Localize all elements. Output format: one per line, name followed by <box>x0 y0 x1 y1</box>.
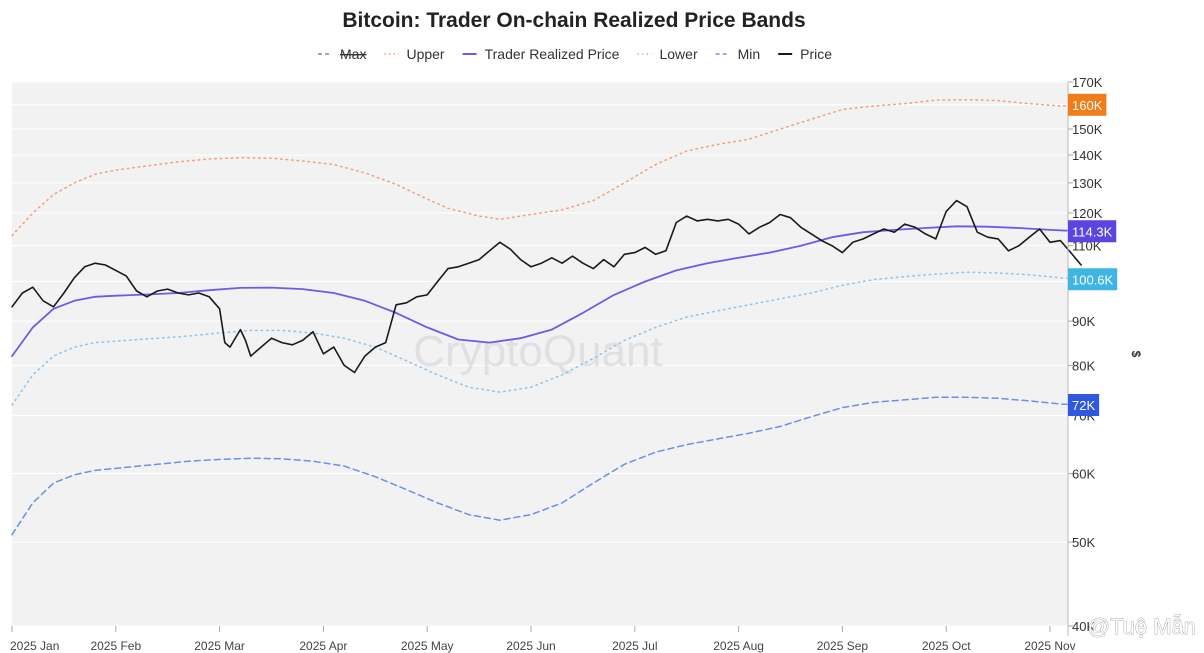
x-tick-label: 2025 Jul <box>612 639 657 653</box>
y-tick-label: 80K <box>1072 358 1095 373</box>
watermark: CryptoQuant <box>413 327 662 376</box>
x-tick-label: 2025 Nov <box>1024 639 1075 653</box>
legend-label: Upper <box>406 46 444 62</box>
legend-item-min[interactable]: Min <box>715 46 761 62</box>
x-tick-label: 2025 Mar <box>194 639 245 653</box>
chart-title: Bitcoin: Trader On-chain Realized Price … <box>342 9 805 32</box>
end-value-badges: 160K 114.3K 100.6K 72K <box>1068 93 1118 417</box>
series-min <box>11 396 1082 536</box>
y-tick-label: 60K <box>1072 467 1095 482</box>
end-label-text: 100.6K <box>1072 272 1114 287</box>
author-credit: @Tuệ Mẫn <box>1088 614 1196 639</box>
series-lower <box>11 271 1082 406</box>
y-tick-label: 170K <box>1072 75 1103 90</box>
y-axis: 40K50K60K70K80K90K100K110K120K130K140K15… <box>1068 75 1103 634</box>
end-label-text: 114.3K <box>1072 224 1113 239</box>
x-tick-label: 2025 Jun <box>506 639 555 653</box>
y-tick-label: 150K <box>1072 122 1103 137</box>
legend-item-upper[interactable]: Upper <box>384 46 445 62</box>
end-label-badge: 100.6K <box>1068 268 1118 291</box>
y-tick-label: 110K <box>1072 239 1102 254</box>
legend-item-price[interactable]: Price <box>778 46 832 62</box>
end-label-badge: 160K <box>1068 93 1107 116</box>
series-layer <box>11 98 1082 536</box>
x-tick-label: 2025 Sep <box>817 639 869 653</box>
gridlines <box>12 81 1068 627</box>
x-tick-label: 2025 Aug <box>713 639 764 653</box>
end-label-badge: 72K <box>1068 394 1100 417</box>
x-tick-label: 2025 May <box>401 639 454 653</box>
end-label-badge: 114.3K <box>1068 220 1117 243</box>
y-tick-label: 40K <box>1072 619 1095 634</box>
series-upper <box>11 98 1082 237</box>
y-tick-label: 50K <box>1072 535 1095 550</box>
legend-item-max[interactable]: Max <box>318 46 366 62</box>
y-tick-label: 140K <box>1072 148 1103 163</box>
legend-label: Min <box>738 46 761 62</box>
legend: Max Upper Trader Realized Price Lower Min Pri… <box>318 46 832 62</box>
x-tick-label: 2025 Oct <box>922 639 971 653</box>
series-price <box>11 199 1082 374</box>
y-tick-label: 120K <box>1072 206 1103 221</box>
end-label-bg <box>1068 394 1100 417</box>
y-axis-label: $ <box>1129 351 1143 358</box>
series-trader-realized-price <box>11 225 1082 357</box>
legend-label: Max <box>340 46 366 62</box>
legend-item-lower[interactable]: Lower <box>637 46 698 62</box>
legend-item-trader-realized-price[interactable]: Trader Realized Price <box>462 46 620 62</box>
end-label-bg <box>1068 268 1118 291</box>
end-label-text: 72K <box>1072 398 1095 413</box>
legend-label: Lower <box>659 46 697 62</box>
end-label-bg <box>1068 220 1117 243</box>
legend-label: Price <box>800 46 832 62</box>
y-tick-label: 90K <box>1072 314 1095 329</box>
end-label-text: 160K <box>1072 98 1103 113</box>
x-tick-label: 2025 Apr <box>299 639 347 653</box>
y-tick-label: 130K <box>1072 176 1103 191</box>
x-axis: 2025 Jan 2025 Feb 2025 Mar 2025 Apr 2025 May… <box>10 626 1076 653</box>
legend-label: Trader Realized Price <box>485 46 620 62</box>
x-tick-label: 2025 Jan <box>10 639 59 653</box>
end-label-bg <box>1068 93 1107 116</box>
x-tick-label: 2025 Feb <box>90 639 141 653</box>
plot-area <box>12 82 1068 626</box>
